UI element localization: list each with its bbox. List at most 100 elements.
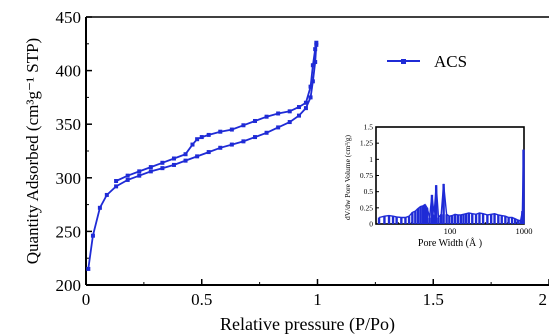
inset-bar <box>387 215 391 224</box>
data-point-desorption <box>183 152 188 157</box>
inset-bar <box>434 185 438 224</box>
inset-bar <box>395 216 398 224</box>
data-point-desorption <box>314 40 319 45</box>
inset-bar <box>504 216 507 224</box>
data-point-desorption <box>303 100 308 105</box>
inset-y-tick-label: 0.25 <box>360 203 373 212</box>
inset-bar <box>414 211 417 224</box>
data-point-adsorption <box>97 205 102 210</box>
data-point-adsorption <box>86 266 91 271</box>
data-point-adsorption <box>229 142 234 147</box>
data-point-desorption <box>199 135 204 140</box>
data-point-desorption <box>137 169 142 174</box>
inset-bar <box>478 213 481 224</box>
inset-bar <box>519 220 522 224</box>
inset-x-tick-label: 100 <box>444 226 457 236</box>
inset-bar <box>404 217 407 224</box>
inset-bar <box>453 214 457 224</box>
y-tick-label: 400 <box>56 62 82 81</box>
data-point-adsorption <box>276 125 281 130</box>
legend-label: ACS <box>434 52 467 71</box>
data-point-adsorption <box>171 162 176 167</box>
data-point-desorption <box>308 84 313 89</box>
data-point-adsorption <box>252 135 257 140</box>
inset-bar <box>421 205 425 224</box>
inset-bar <box>428 217 431 224</box>
data-point-desorption <box>229 127 234 132</box>
data-point-desorption <box>218 129 223 134</box>
data-point-desorption <box>195 137 200 142</box>
inset-y-tick-label: 1.25 <box>360 139 373 148</box>
inset-bar <box>459 214 463 224</box>
inset-bar <box>432 214 436 224</box>
inset-y-tick-label: 1 <box>369 155 373 164</box>
data-point-adsorption <box>104 192 109 197</box>
legend-marker <box>401 59 406 64</box>
y-tick-label: 300 <box>56 169 82 188</box>
y-tick-label: 250 <box>56 222 82 241</box>
x-tick-label: 0.5 <box>191 290 212 309</box>
inset-bar <box>430 194 434 224</box>
data-point-desorption <box>190 142 195 147</box>
data-point-desorption <box>287 109 292 114</box>
inset-bar <box>377 217 381 224</box>
inset-bar <box>474 214 478 224</box>
x-tick-label: 1.5 <box>423 290 444 309</box>
inset-bar <box>439 214 443 224</box>
inset-y-tick-label: 0 <box>369 220 373 229</box>
data-point-adsorption <box>296 113 301 118</box>
inset-bar <box>510 217 514 224</box>
x-tick-label: 2 <box>539 290 548 309</box>
data-point-adsorption <box>90 233 95 238</box>
inset-bar <box>467 213 471 224</box>
inset-bar <box>391 216 395 224</box>
y-axis-label: Quantity Adsorbed (cm³g⁻¹ STP) <box>23 38 42 264</box>
data-point-adsorption <box>264 130 269 135</box>
inset-bar <box>516 220 520 224</box>
inset-bar <box>489 214 493 224</box>
data-point-adsorption <box>303 106 308 111</box>
inset-bar <box>383 216 386 224</box>
data-point-adsorption <box>287 120 292 125</box>
data-point-adsorption <box>241 139 246 144</box>
x-axis-label: Relative pressure (P/Po) <box>220 314 395 335</box>
inset-bar <box>400 217 403 224</box>
inset-series-line <box>378 149 525 222</box>
data-point-adsorption <box>308 95 313 100</box>
inset-bar <box>500 215 503 224</box>
inset-bar <box>411 212 414 224</box>
inset-bar <box>507 217 510 224</box>
data-point-adsorption <box>218 145 223 150</box>
data-point-adsorption <box>114 184 119 189</box>
data-point-desorption <box>171 156 176 161</box>
inset-bar <box>425 207 429 224</box>
inset-x-tick-label: 1000 <box>516 226 533 236</box>
main-plot: 200 250 300 350 400 450 0 0.5 1 1.5 2 Relative pres… <box>23 8 549 335</box>
data-point-adsorption <box>148 169 153 174</box>
inset-bar <box>462 214 465 224</box>
inset-bar <box>464 213 468 224</box>
data-point-desorption <box>313 47 318 52</box>
inset-bar <box>450 215 454 224</box>
inset-y-tick-label: 0.75 <box>360 171 373 180</box>
inset-background <box>346 109 544 258</box>
inset-bar <box>419 206 422 224</box>
inset-y-tick-label: 1.5 <box>364 123 374 132</box>
y-tick-label: 350 <box>56 115 82 134</box>
inset-bar <box>416 208 420 224</box>
inset-bar <box>456 214 460 224</box>
y-tick-label: 200 <box>56 276 82 295</box>
data-point-adsorption <box>125 177 130 182</box>
data-point-desorption <box>310 63 315 68</box>
inset-bar <box>471 213 474 224</box>
data-point-adsorption <box>160 166 165 171</box>
y-tick-label: 450 <box>56 8 82 27</box>
data-point-adsorption <box>206 150 211 155</box>
inset-x-axis-label: Pore Width (Å ) <box>418 237 482 249</box>
inset-bar <box>445 214 448 224</box>
inset-bar <box>497 214 500 224</box>
data-point-desorption <box>252 118 257 123</box>
inset-bar <box>407 216 411 224</box>
data-point-adsorption <box>310 79 315 84</box>
